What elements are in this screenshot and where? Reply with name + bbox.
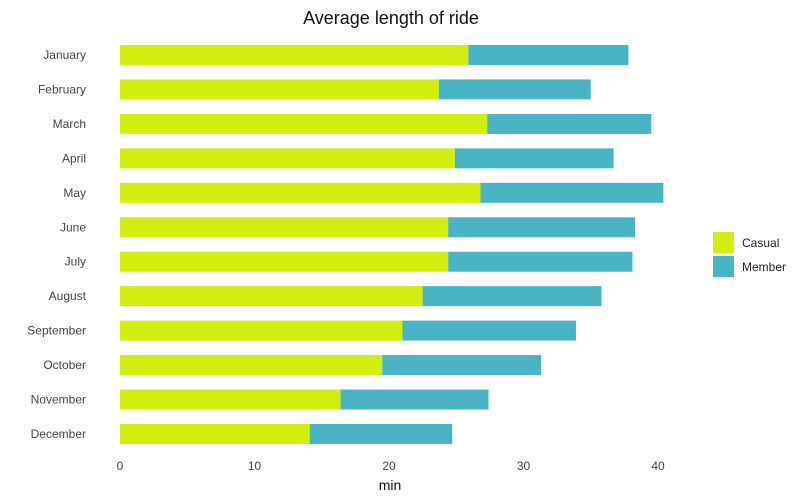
category-label: March xyxy=(53,117,86,131)
x-tick-label: 0 xyxy=(117,459,124,473)
x-axis-ticks: 0 10 20 30 40 xyxy=(117,459,665,473)
x-tick-label: 10 xyxy=(248,459,262,473)
bar-casual-september xyxy=(120,320,403,341)
x-axis-title: min xyxy=(379,477,402,493)
bar-member-august xyxy=(422,286,602,307)
category-label: September xyxy=(27,324,86,338)
category-label: May xyxy=(63,186,86,200)
x-tick-label: 30 xyxy=(517,459,531,473)
category-label: June xyxy=(60,220,86,234)
bar-member-october xyxy=(382,355,541,376)
bar-casual-november xyxy=(120,389,341,410)
legend-swatch-casual xyxy=(713,232,734,253)
bar-casual-july xyxy=(120,251,449,272)
bar-casual-march xyxy=(120,113,488,134)
bar-member-january xyxy=(468,45,629,65)
bar-member-february xyxy=(438,79,591,100)
bars xyxy=(120,45,664,444)
category-label: November xyxy=(31,393,86,407)
bar-casual-january xyxy=(120,45,469,65)
bar-casual-june xyxy=(120,217,449,238)
category-label: January xyxy=(43,48,86,62)
bar-member-may xyxy=(480,182,664,203)
bar-member-december xyxy=(309,423,453,444)
y-axis-labels: January February March April May June July Augu… xyxy=(27,48,86,441)
bar-member-april xyxy=(454,148,614,169)
bar-casual-october xyxy=(120,355,383,376)
legend: Casual Member xyxy=(713,232,786,277)
bar-casual-february xyxy=(120,79,439,100)
chart-title: Average length of ride xyxy=(303,8,479,28)
bar-member-june xyxy=(448,217,636,238)
category-label: October xyxy=(43,358,86,372)
category-label: August xyxy=(49,289,87,303)
bar-member-september xyxy=(402,320,576,341)
bar-member-july xyxy=(448,251,633,272)
bar-member-november xyxy=(340,389,489,410)
bar-casual-august xyxy=(120,286,423,307)
category-label: July xyxy=(65,255,86,269)
x-tick-label: 40 xyxy=(651,459,665,473)
bar-casual-may xyxy=(120,182,481,203)
legend-label-casual: Casual xyxy=(742,236,779,250)
category-label: April xyxy=(62,151,86,165)
bar-casual-december xyxy=(120,423,310,444)
legend-label-member: Member xyxy=(742,260,786,274)
category-label: December xyxy=(31,427,86,441)
category-label: February xyxy=(38,82,86,96)
legend-swatch-member xyxy=(713,256,734,277)
bar-casual-april xyxy=(120,148,455,169)
bar-member-march xyxy=(487,113,652,134)
x-tick-label: 20 xyxy=(382,459,396,473)
